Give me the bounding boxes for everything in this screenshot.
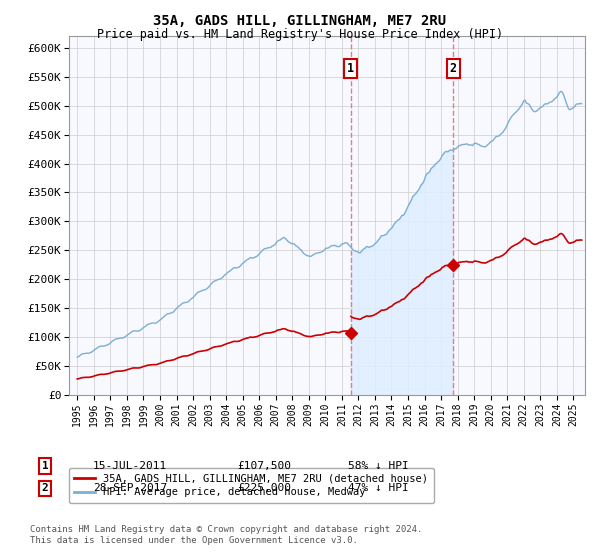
Text: 1: 1 (41, 461, 49, 471)
Text: 2: 2 (41, 483, 49, 493)
Text: Contains HM Land Registry data © Crown copyright and database right 2024.
This d: Contains HM Land Registry data © Crown c… (30, 525, 422, 545)
Text: 28-SEP-2017: 28-SEP-2017 (93, 483, 167, 493)
Text: 1: 1 (347, 62, 355, 74)
Legend: 35A, GADS HILL, GILLINGHAM, ME7 2RU (detached house), HPI: Average price, detach: 35A, GADS HILL, GILLINGHAM, ME7 2RU (det… (69, 468, 434, 503)
Text: 58% ↓ HPI: 58% ↓ HPI (348, 461, 409, 471)
Text: £225,000: £225,000 (237, 483, 291, 493)
Text: 2: 2 (450, 62, 457, 74)
Text: £107,500: £107,500 (237, 461, 291, 471)
Text: 35A, GADS HILL, GILLINGHAM, ME7 2RU: 35A, GADS HILL, GILLINGHAM, ME7 2RU (154, 14, 446, 28)
Text: 47% ↓ HPI: 47% ↓ HPI (348, 483, 409, 493)
Text: Price paid vs. HM Land Registry's House Price Index (HPI): Price paid vs. HM Land Registry's House … (97, 28, 503, 41)
Text: 15-JUL-2011: 15-JUL-2011 (93, 461, 167, 471)
